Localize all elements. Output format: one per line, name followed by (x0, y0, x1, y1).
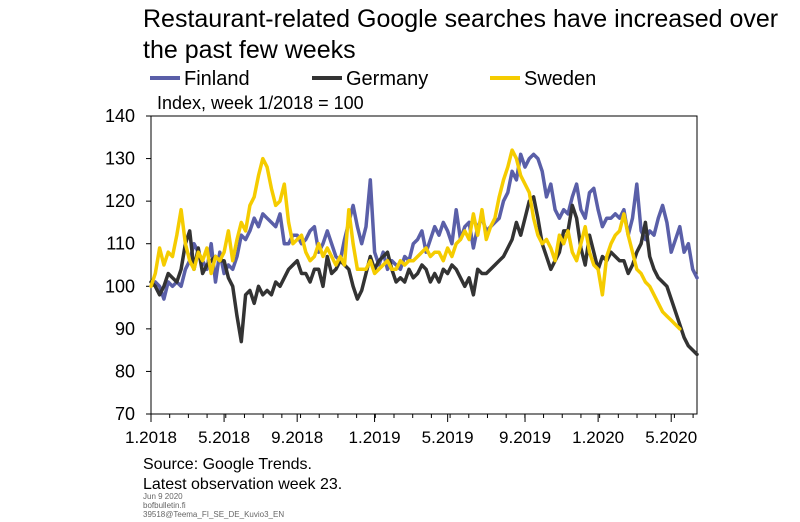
y-tick-label-130: 130 (105, 149, 135, 169)
legend-swatch-sweden (490, 75, 520, 80)
plot-frame (150, 115, 698, 415)
legend-swatch-germany (312, 75, 342, 80)
legend-label-germany: Germany (346, 68, 429, 90)
legend-swatch-finland (150, 75, 180, 80)
y-axis-label: Index, week 1/2018 = 100 (157, 93, 364, 113)
legend-item-sweden: Sweden (490, 68, 596, 90)
legend-item-germany: Germany (312, 68, 428, 90)
series-line-germany (149, 195, 699, 357)
legend-item-finland: Finland (150, 68, 250, 90)
x-tick-label-1: 5.2018 (198, 428, 250, 447)
source-note: Source: Google Trends. Latest observatio… (143, 455, 342, 495)
x-tick-label-5: 9.2019 (499, 428, 551, 447)
footer-code: 39518@Teema_FI_SE_DE_Kuvio3_EN (143, 510, 285, 519)
x-tick-label-4: 5.2019 (422, 428, 474, 447)
legend-label-sweden: Sweden (524, 68, 597, 90)
y-tick-label-70: 70 (115, 404, 135, 424)
y-tick-label-110: 110 (106, 234, 135, 254)
latest-observation-text: Latest observation week 23. (143, 476, 343, 493)
footer-site: bofbulletin.fi (143, 501, 186, 510)
footer-meta: Jun 9 2020 bofbulletin.fi 39518@Teema_FI… (143, 492, 284, 519)
legend-label-finland: Finland (184, 68, 250, 90)
y-tick-label-80: 80 (115, 361, 135, 381)
x-tick-label-2: 9.2018 (271, 428, 323, 447)
source-text: Source: Google Trends. (143, 456, 312, 473)
series-line-sweden (149, 148, 682, 331)
x-tick-label-6: 1.2020 (572, 428, 624, 447)
y-tick-label-90: 90 (115, 319, 135, 339)
x-tick-label-0: 1.2018 (125, 428, 177, 447)
y-tick-label-120: 120 (105, 191, 135, 211)
y-tick-label-140: 140 (105, 106, 135, 126)
y-tick-label-100: 100 (105, 276, 135, 296)
chart-title: Restaurant-related Google searches have … (143, 5, 779, 64)
footer-date: Jun 9 2020 (143, 492, 183, 501)
x-tick-label-3: 1.2019 (349, 428, 401, 447)
series-line-finland (149, 152, 699, 301)
x-tick-label-7: 5.2020 (645, 428, 697, 447)
